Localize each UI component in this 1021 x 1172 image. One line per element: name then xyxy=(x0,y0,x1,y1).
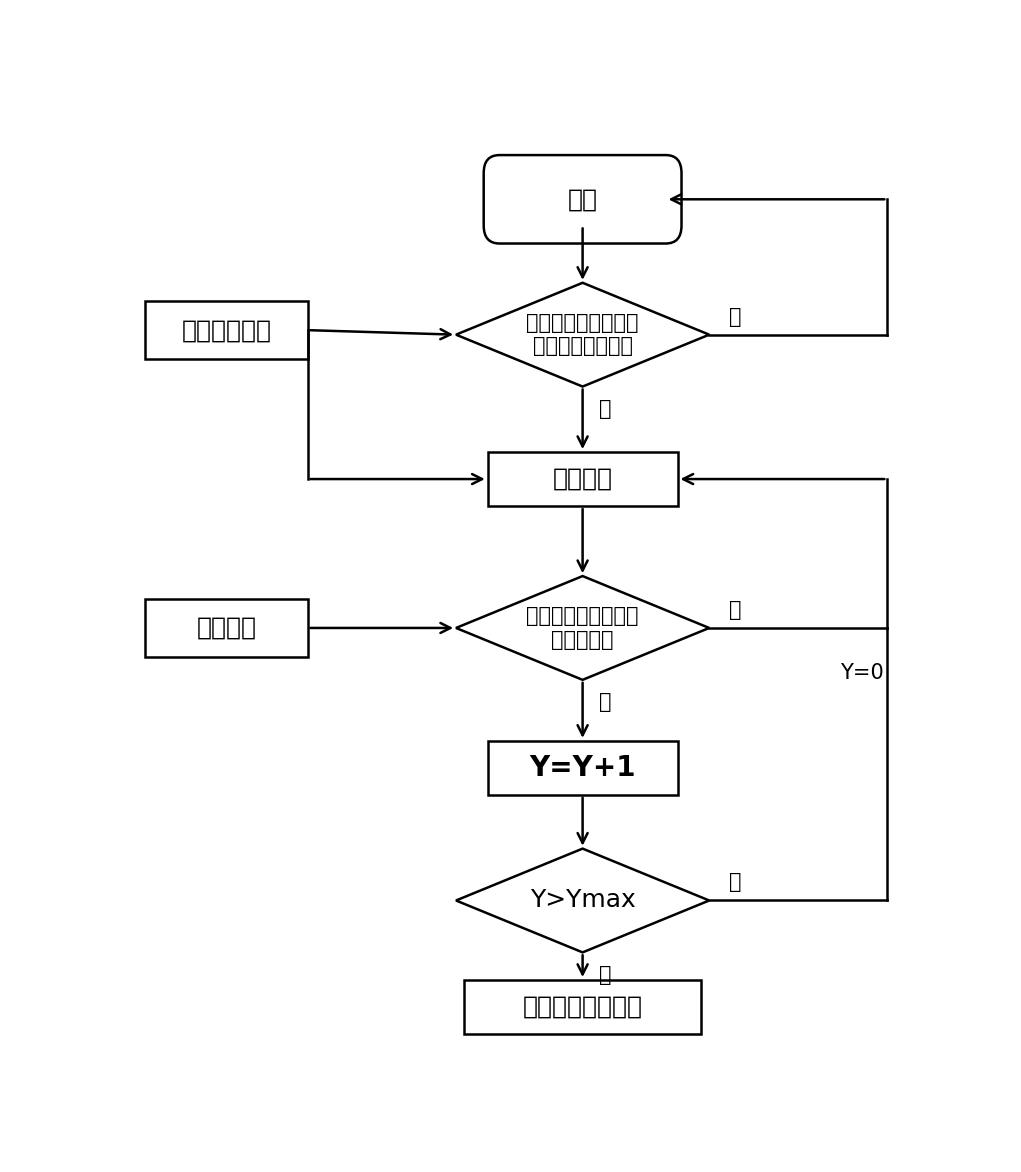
Text: 是: 是 xyxy=(598,693,611,713)
Bar xyxy=(488,452,678,506)
Text: 否: 否 xyxy=(729,872,741,892)
Bar xyxy=(145,301,307,360)
Text: 装置存在隐性故障: 装置存在隐性故障 xyxy=(523,995,642,1018)
Text: 判断均方差是够大于
电量门槛值: 判断均方差是够大于 电量门槛值 xyxy=(527,606,639,649)
Polygon shape xyxy=(456,577,710,680)
Bar xyxy=(145,599,307,657)
Polygon shape xyxy=(456,282,710,387)
Text: 运行状态参数: 运行状态参数 xyxy=(182,318,272,342)
Text: 是: 是 xyxy=(598,965,611,984)
Text: 开始: 开始 xyxy=(568,188,597,211)
Text: 否: 否 xyxy=(729,307,741,327)
Text: 测量数据: 测量数据 xyxy=(196,616,256,640)
Text: Y=Y+1: Y=Y+1 xyxy=(529,754,636,782)
FancyBboxPatch shape xyxy=(484,155,681,244)
Bar xyxy=(464,980,701,1034)
Text: 否: 否 xyxy=(729,600,741,620)
Polygon shape xyxy=(456,849,710,953)
Text: 是: 是 xyxy=(598,400,611,420)
Text: 判断系统运行状态是
否为稳定运行状态: 判断系统运行状态是 否为稳定运行状态 xyxy=(527,313,639,356)
Bar xyxy=(488,741,678,795)
Text: Y>Ymax: Y>Ymax xyxy=(530,888,635,913)
Text: Y=0: Y=0 xyxy=(839,663,883,683)
Text: 状态估计: 状态估计 xyxy=(552,468,613,491)
